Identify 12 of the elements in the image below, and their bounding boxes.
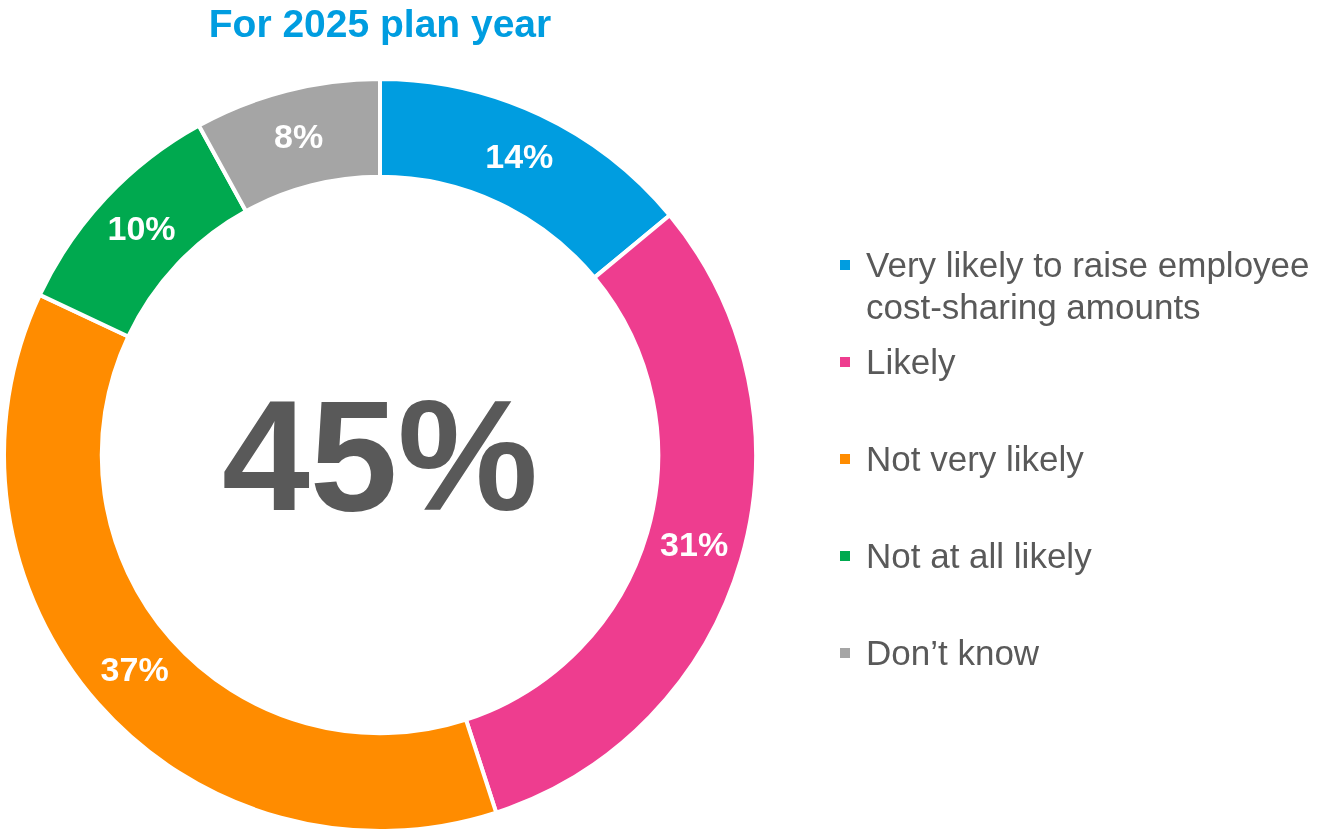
legend-label: Not very likely bbox=[866, 439, 1084, 478]
legend-label: Very likely to raise employee cost-sharing amounts bbox=[866, 245, 1310, 326]
legend-label: Don’t know bbox=[866, 633, 1040, 672]
data-label: 8% bbox=[274, 116, 324, 155]
data-label: 37% bbox=[100, 649, 169, 688]
legend-label: Likely bbox=[866, 342, 956, 381]
data-label: 31% bbox=[660, 524, 729, 563]
chart-title: For 2025 plan year bbox=[207, 2, 553, 46]
data-label: 10% bbox=[107, 209, 176, 248]
text: 45% bbox=[221, 367, 539, 543]
legend-label: Not at all likely bbox=[866, 536, 1092, 575]
data-label: 14% bbox=[485, 137, 554, 176]
